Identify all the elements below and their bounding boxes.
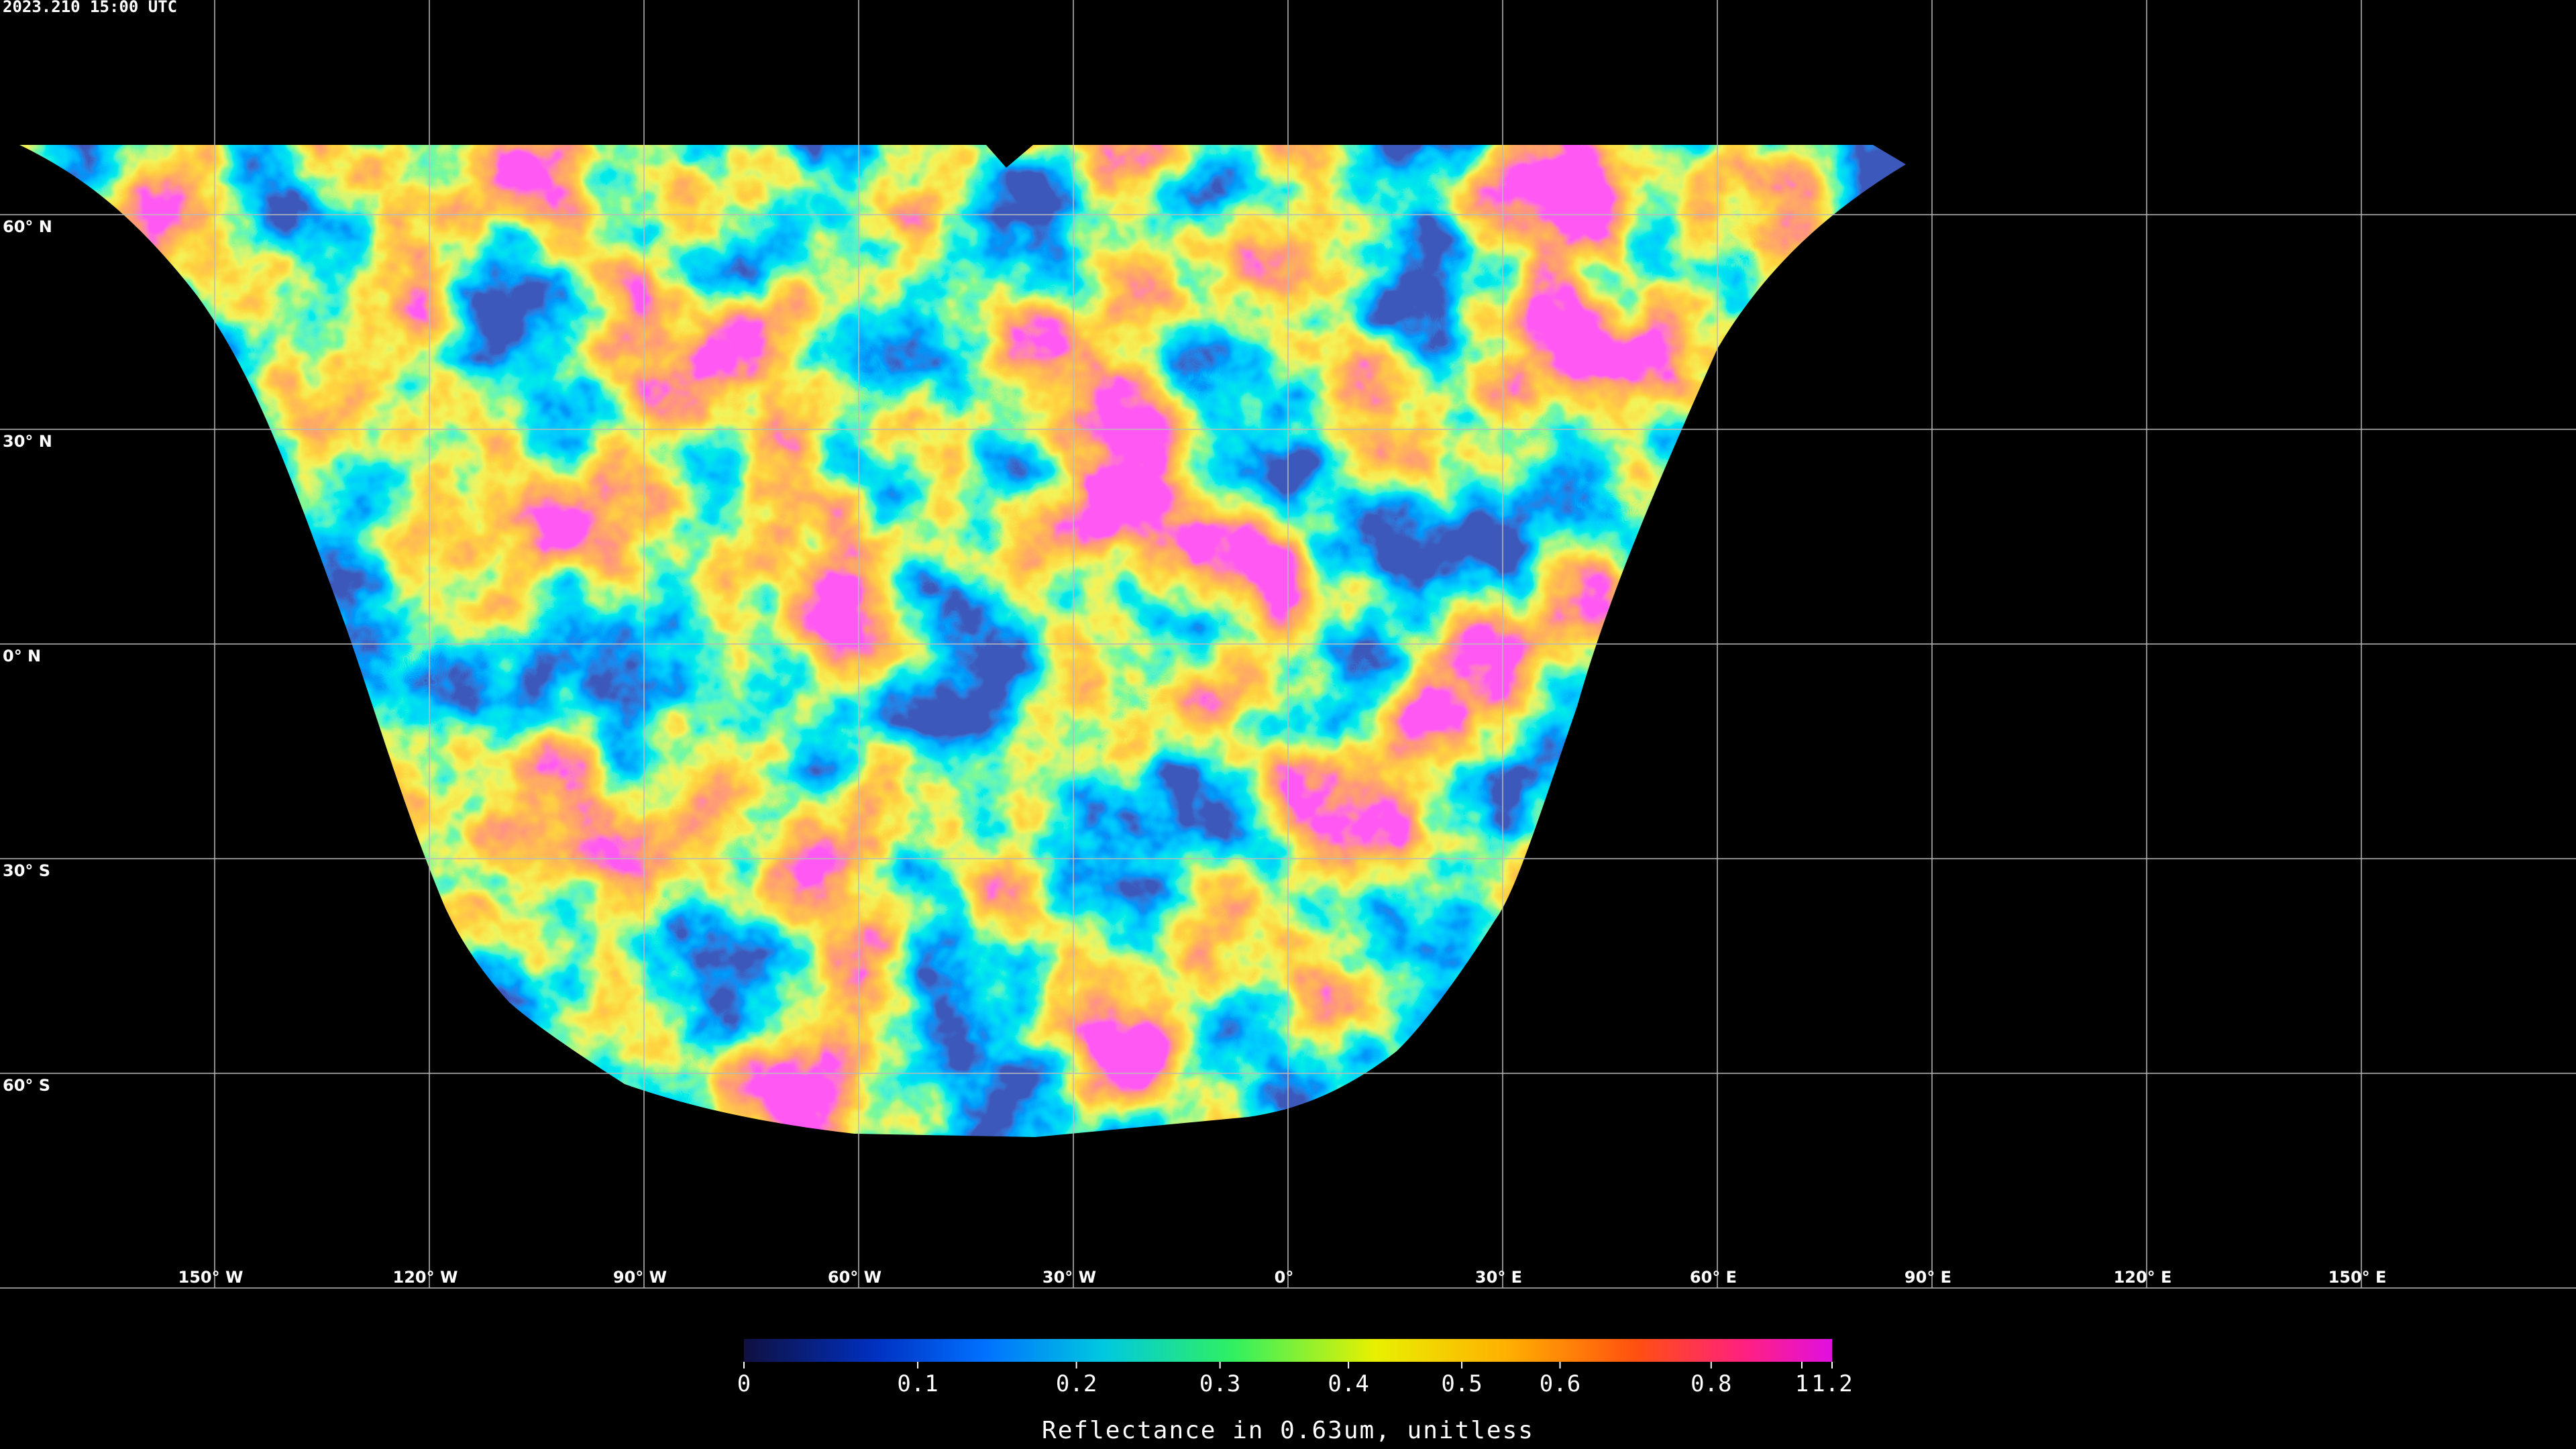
longitude-label: 120° E xyxy=(2114,1268,2172,1287)
colorbar-label: Reflectance in 0.63um, unitless xyxy=(1042,1417,1534,1444)
colorbar-ticks: 0 0.1 0.2 0.3 0.4 0.5 0.6 0.8 1 1.2 xyxy=(737,1362,1853,1397)
colorbar-tick-label: 0.2 xyxy=(1056,1371,1097,1397)
colorbar-tick-label: 0 xyxy=(737,1371,751,1397)
colorbar-tick-label: 0.3 xyxy=(1199,1371,1240,1397)
longitude-label: 90° E xyxy=(1904,1268,1951,1287)
timestamp: 2023.210 15:00 UTC xyxy=(3,0,177,16)
longitude-label: 90° W xyxy=(613,1268,667,1287)
colorbar-tick-label: 0.4 xyxy=(1328,1371,1368,1397)
longitude-label: 30° E xyxy=(1475,1268,1522,1287)
latitude-label: 60° S xyxy=(3,1076,50,1095)
colorbar-tick-label: 1 xyxy=(1795,1371,1809,1397)
colorbar-tick-label: 0.1 xyxy=(897,1371,938,1397)
latitude-label: 30° N xyxy=(3,432,52,451)
longitude-label: 60° E xyxy=(1690,1268,1737,1287)
colorbar-tick-label: 1.2 xyxy=(1811,1371,1852,1397)
colorbar-tick-label: 0.5 xyxy=(1441,1371,1482,1397)
colorbar xyxy=(744,1339,1832,1362)
longitude-label: 0° xyxy=(1275,1268,1294,1287)
longitude-label: 150° W xyxy=(178,1268,244,1287)
latitude-label: 0° N xyxy=(3,647,41,665)
longitude-label: 30° W xyxy=(1042,1268,1096,1287)
longitude-label: 60° W xyxy=(828,1268,881,1287)
graticule: 60° N 30° N 0° N 30° S 60° S 150° W 120° W 90° … xyxy=(0,0,2576,1289)
latitude-label: 60° N xyxy=(3,217,52,236)
latitude-label: 30° S xyxy=(3,861,50,880)
colorbar-tick-label: 0.8 xyxy=(1690,1371,1731,1397)
longitude-label: 150° E xyxy=(2328,1268,2387,1287)
colorbar-tick-label: 0.6 xyxy=(1540,1371,1580,1397)
longitude-label: 120° W xyxy=(393,1268,458,1287)
